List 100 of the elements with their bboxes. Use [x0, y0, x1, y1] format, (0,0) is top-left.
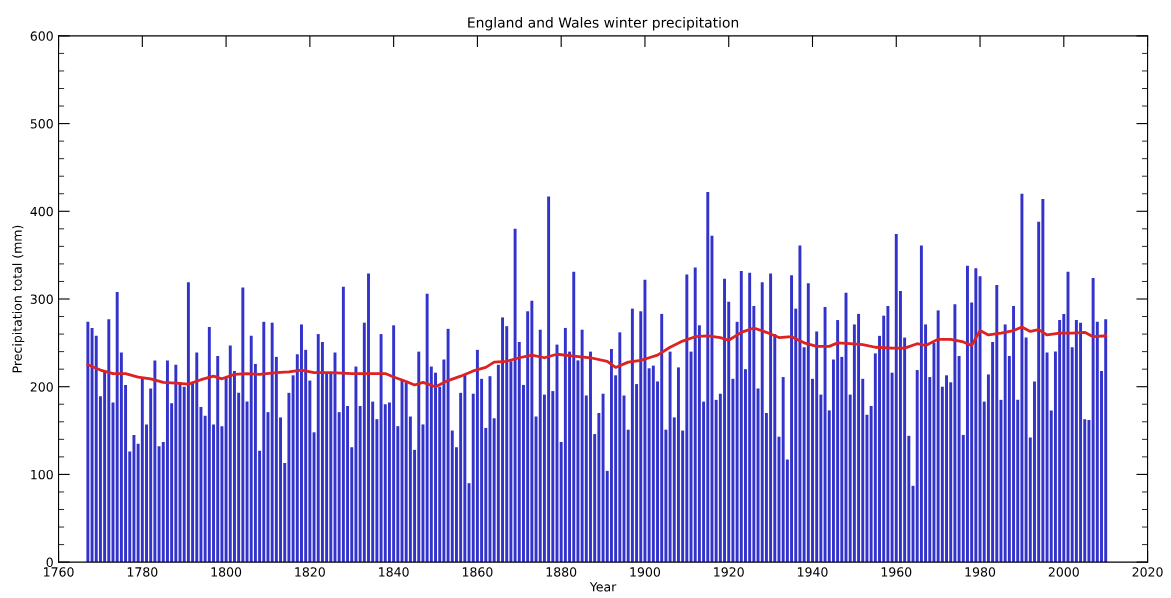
bar [157, 446, 161, 563]
bar [153, 360, 157, 563]
x-tick-label: 1920 [714, 567, 744, 577]
bar [798, 245, 802, 563]
bar [651, 365, 655, 563]
bar [270, 322, 274, 563]
y-tick-label: 300 [30, 294, 53, 304]
bar [1104, 319, 1108, 563]
bar [936, 310, 940, 563]
bar [228, 345, 232, 563]
bar [442, 359, 446, 563]
bar [547, 196, 551, 563]
bar [367, 273, 370, 563]
bar [748, 272, 752, 563]
y-tick-label: 200 [30, 382, 53, 392]
x-tick-label: 2000 [1048, 567, 1079, 577]
bar [1079, 322, 1083, 563]
bar [647, 368, 651, 563]
bar [1087, 420, 1091, 563]
bar [945, 375, 948, 563]
bar [643, 279, 647, 563]
bar [165, 360, 169, 563]
bar [995, 284, 999, 563]
bar [676, 367, 680, 563]
bar [668, 351, 672, 563]
bar [823, 306, 827, 563]
bar [601, 393, 605, 563]
bar [475, 349, 479, 563]
bar [957, 356, 961, 563]
y-tick-label: 0 [46, 557, 53, 568]
bar [760, 282, 764, 563]
bar [530, 300, 534, 563]
bar [300, 324, 303, 563]
bar [107, 319, 111, 563]
x-tick-label: 1880 [546, 567, 577, 577]
bar [953, 304, 957, 563]
y-tick-label: 100 [31, 469, 53, 480]
bar [186, 282, 190, 563]
bar [919, 245, 923, 563]
bar [966, 265, 969, 563]
x-tick-label: 1940 [797, 567, 828, 577]
bar [1041, 199, 1045, 563]
x-axis-title: Year [589, 582, 617, 592]
bar [815, 331, 819, 563]
bar [425, 293, 429, 563]
bar [404, 382, 408, 563]
bar [392, 325, 396, 563]
bar [974, 268, 978, 563]
x-tick-label: 1960 [881, 567, 912, 577]
x-tick-label: 1860 [462, 567, 493, 577]
bar [341, 286, 345, 563]
bar [836, 320, 840, 563]
bar [1091, 277, 1095, 563]
x-tick-label: 1800 [211, 567, 242, 577]
bar [597, 413, 601, 563]
x-tick-label: 1760 [44, 567, 74, 577]
bar [513, 228, 517, 563]
bar [287, 392, 291, 563]
bar [781, 377, 785, 563]
bar [216, 356, 220, 563]
bar [1074, 320, 1078, 563]
x-tick-label: 1980 [965, 567, 996, 577]
bar [249, 335, 253, 563]
chart-title: England and Wales winter precipitation [468, 16, 739, 31]
bar [174, 364, 178, 563]
bar [132, 434, 136, 563]
bar [90, 327, 94, 563]
x-tick-label: 1780 [127, 567, 158, 577]
bar [316, 334, 320, 563]
bar [1003, 324, 1007, 563]
bar [538, 329, 542, 563]
bar [806, 283, 810, 563]
bar [329, 373, 333, 563]
bar [739, 270, 743, 563]
bar [790, 275, 794, 563]
bar [1012, 306, 1016, 563]
y-tick-label: 400 [30, 206, 53, 217]
bar [379, 334, 383, 563]
bar [463, 374, 467, 563]
bar [241, 287, 245, 563]
bar [501, 317, 505, 563]
bar [886, 306, 890, 563]
bar [609, 348, 613, 563]
bar [978, 276, 982, 563]
bar [706, 192, 710, 563]
bar [563, 327, 567, 563]
bar [446, 328, 450, 563]
bar [630, 308, 634, 563]
bar [618, 332, 622, 563]
y-axis-title: Precipitation total (mm) [12, 225, 25, 373]
bar [262, 321, 266, 563]
bar [195, 352, 199, 563]
bar [580, 329, 584, 563]
bar [417, 351, 421, 563]
bar [932, 342, 936, 563]
bar [685, 274, 689, 563]
bar [693, 267, 697, 563]
bar [115, 291, 119, 563]
bar [1020, 193, 1024, 563]
bar [1045, 352, 1049, 563]
